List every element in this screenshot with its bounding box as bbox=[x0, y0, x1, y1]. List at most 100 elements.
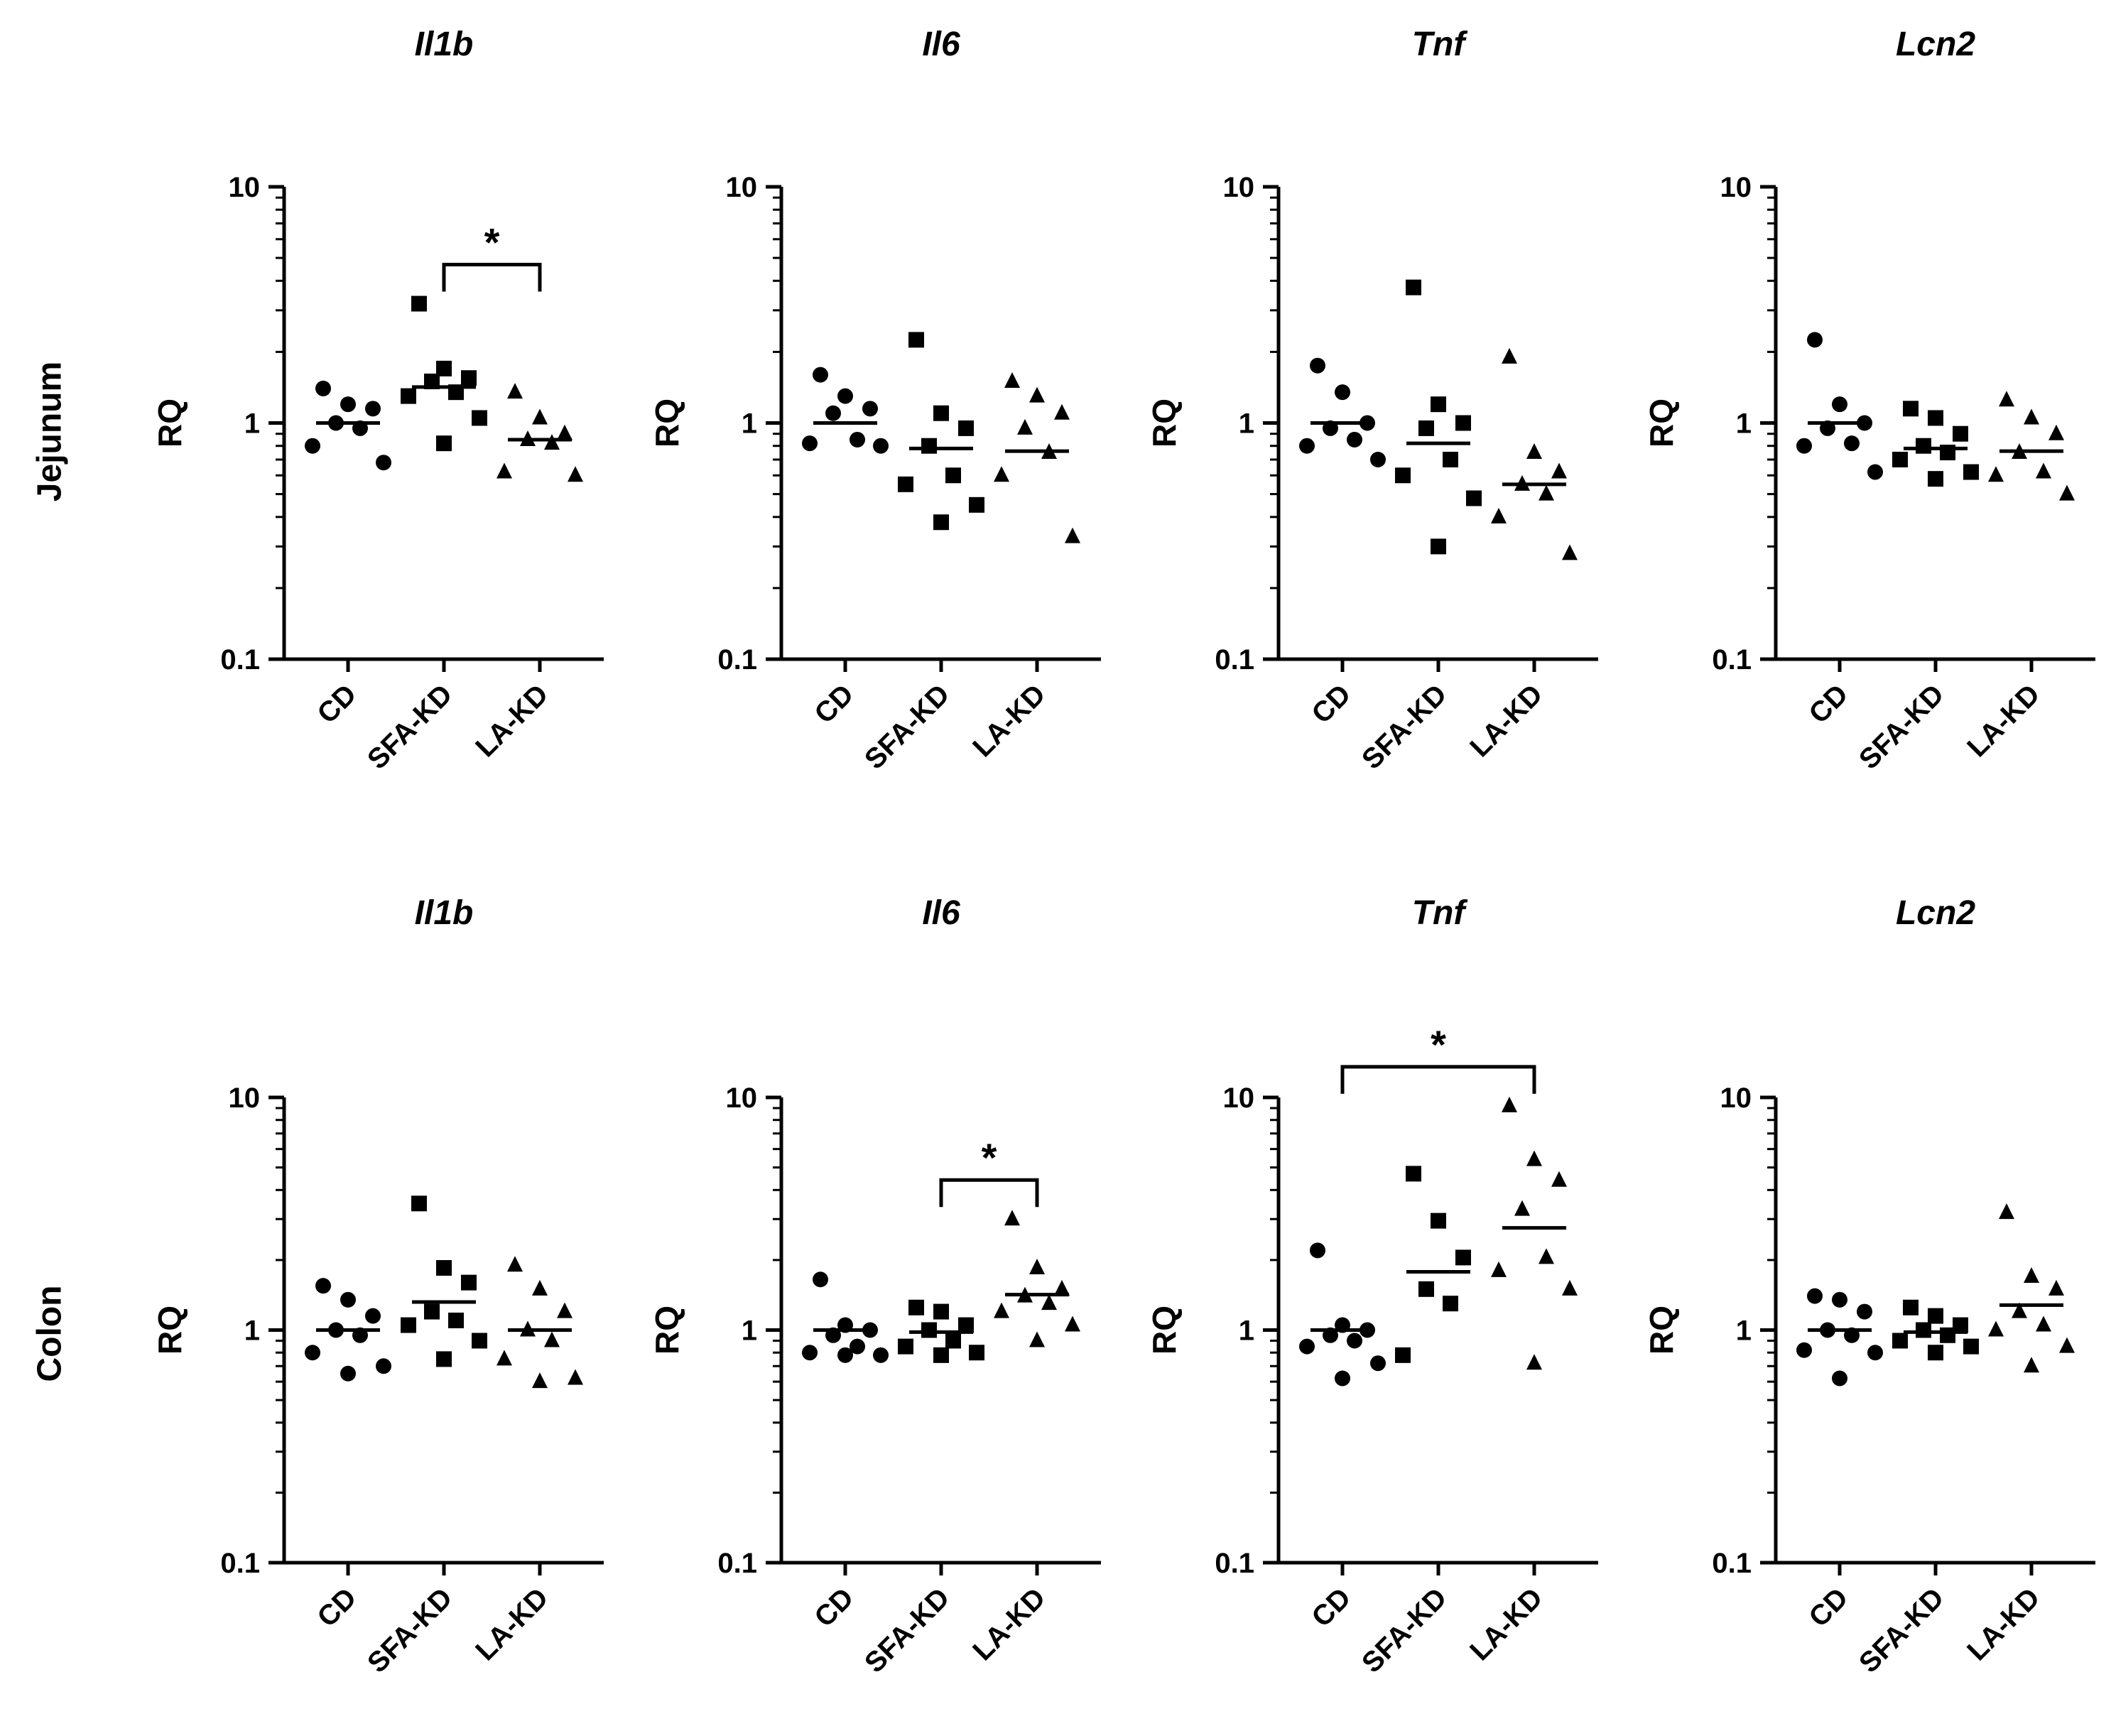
data-point-triangle bbox=[2048, 424, 2064, 440]
data-point-square bbox=[461, 1274, 477, 1291]
data-point-circle bbox=[1867, 1345, 1883, 1361]
data-point-square bbox=[436, 1351, 452, 1367]
y-tick-label: 0.1 bbox=[717, 644, 757, 676]
data-point-circle bbox=[315, 1278, 331, 1294]
y-tick-label: 1 bbox=[244, 1315, 260, 1347]
data-point-triangle bbox=[1988, 466, 2004, 482]
y-axis-label: RQ bbox=[151, 1306, 188, 1355]
data-point-triangle bbox=[568, 466, 583, 482]
x-tick-label-la-kd: LA-KD bbox=[967, 678, 1051, 763]
y-tick-label: 0.1 bbox=[1215, 1548, 1254, 1579]
x-tick-label-cd: CD bbox=[808, 1582, 859, 1633]
data-point-square bbox=[933, 1303, 949, 1320]
x-tick-label-cd: CD bbox=[311, 1582, 362, 1633]
data-point-triangle bbox=[1029, 1259, 1045, 1275]
data-point-square bbox=[1928, 1308, 1943, 1324]
data-point-triangle bbox=[1491, 507, 1507, 523]
data-point-circle bbox=[837, 388, 853, 404]
x-tick-label-sfa-kd: SFA-KD bbox=[859, 678, 955, 775]
data-point-circle bbox=[1370, 1355, 1386, 1372]
data-point-circle bbox=[1807, 1288, 1823, 1304]
data-point-square bbox=[898, 476, 913, 492]
data-point-circle bbox=[1347, 431, 1362, 447]
data-point-square bbox=[411, 1195, 427, 1212]
y-tick-label: 1 bbox=[742, 408, 757, 440]
data-point-square bbox=[472, 410, 487, 426]
data-point-triangle bbox=[1514, 1200, 1530, 1216]
data-point-square bbox=[945, 467, 961, 484]
data-point-square bbox=[969, 1345, 984, 1361]
data-point-triangle bbox=[1526, 1354, 1542, 1370]
data-point-square bbox=[908, 1299, 924, 1315]
panel-title: Il1b bbox=[415, 26, 474, 63]
data-point-square bbox=[1928, 1345, 1943, 1361]
data-point-square bbox=[1431, 538, 1446, 555]
panel-title: Lcn2 bbox=[1896, 26, 1975, 63]
data-point-circle bbox=[873, 438, 889, 454]
y-axis-label: RQ bbox=[649, 398, 685, 447]
x-tick-label-sfa-kd: SFA-KD bbox=[859, 1582, 955, 1678]
y-tick-label: 10 bbox=[229, 1083, 261, 1114]
y-tick-label: 10 bbox=[1223, 172, 1255, 203]
data-point-triangle bbox=[2059, 1337, 2075, 1353]
data-point-square bbox=[448, 1312, 464, 1328]
data-point-square bbox=[933, 1347, 949, 1363]
x-tick-label-la-kd: LA-KD bbox=[470, 1582, 554, 1666]
data-point-triangle bbox=[557, 424, 572, 440]
data-point-square bbox=[411, 295, 427, 312]
data-point-circle bbox=[1832, 396, 1847, 413]
data-point-triangle bbox=[1562, 1279, 1578, 1296]
data-point-triangle bbox=[1004, 371, 1020, 388]
y-tick-label: 10 bbox=[726, 1083, 758, 1114]
data-point-triangle bbox=[1041, 1294, 1057, 1311]
data-point-circle bbox=[365, 401, 381, 417]
x-tick-label-la-kd: LA-KD bbox=[1464, 1582, 1548, 1666]
significance-star: * bbox=[1431, 1022, 1446, 1067]
data-point-triangle bbox=[2024, 1267, 2039, 1284]
data-point-square bbox=[1953, 1317, 1968, 1333]
panel-title: Il6 bbox=[922, 26, 960, 63]
data-point-circle bbox=[825, 405, 841, 421]
data-point-square bbox=[1916, 438, 1931, 454]
x-tick-label-sfa-kd: SFA-KD bbox=[1853, 678, 1950, 775]
data-point-square bbox=[1963, 464, 1979, 480]
x-tick-label-cd: CD bbox=[311, 678, 362, 729]
data-point-square bbox=[1443, 1296, 1458, 1312]
data-point-square bbox=[908, 332, 924, 348]
data-point-square bbox=[1892, 452, 1908, 468]
x-tick-label-la-kd: LA-KD bbox=[1961, 1582, 2046, 1666]
data-point-square bbox=[921, 438, 937, 454]
data-point-triangle bbox=[1562, 544, 1578, 560]
data-point-triangle bbox=[1502, 347, 1517, 364]
data-point-triangle bbox=[1539, 1248, 1554, 1264]
data-point-square bbox=[1963, 1338, 1979, 1355]
significance-bracket bbox=[939, 1178, 1039, 1208]
y-tick-label: 0.1 bbox=[1215, 644, 1254, 676]
data-point-triangle bbox=[1017, 418, 1033, 435]
data-point-circle bbox=[340, 1291, 356, 1308]
data-point-square bbox=[1903, 401, 1919, 417]
y-tick-label: 10 bbox=[1223, 1083, 1255, 1114]
data-point-triangle bbox=[2059, 484, 2075, 501]
data-point-square bbox=[958, 420, 974, 436]
data-point-triangle bbox=[2036, 462, 2051, 479]
data-point-square bbox=[1940, 1327, 1955, 1343]
y-axis-label: RQ bbox=[1643, 1306, 1680, 1355]
data-point-triangle bbox=[1999, 391, 2014, 407]
data-point-square bbox=[933, 405, 949, 421]
data-point-square bbox=[1916, 1322, 1931, 1338]
x-tick-label-sfa-kd: SFA-KD bbox=[1356, 1582, 1453, 1678]
data-point-circle bbox=[1867, 464, 1883, 480]
y-tick-label: 1 bbox=[244, 408, 260, 440]
data-point-square bbox=[1418, 1281, 1434, 1297]
data-point-square bbox=[1953, 425, 1968, 442]
y-tick-label: 1 bbox=[1736, 1315, 1752, 1347]
x-tick-label-cd: CD bbox=[1803, 678, 1854, 729]
data-point-circle bbox=[1335, 384, 1350, 401]
data-point-square bbox=[436, 360, 452, 376]
